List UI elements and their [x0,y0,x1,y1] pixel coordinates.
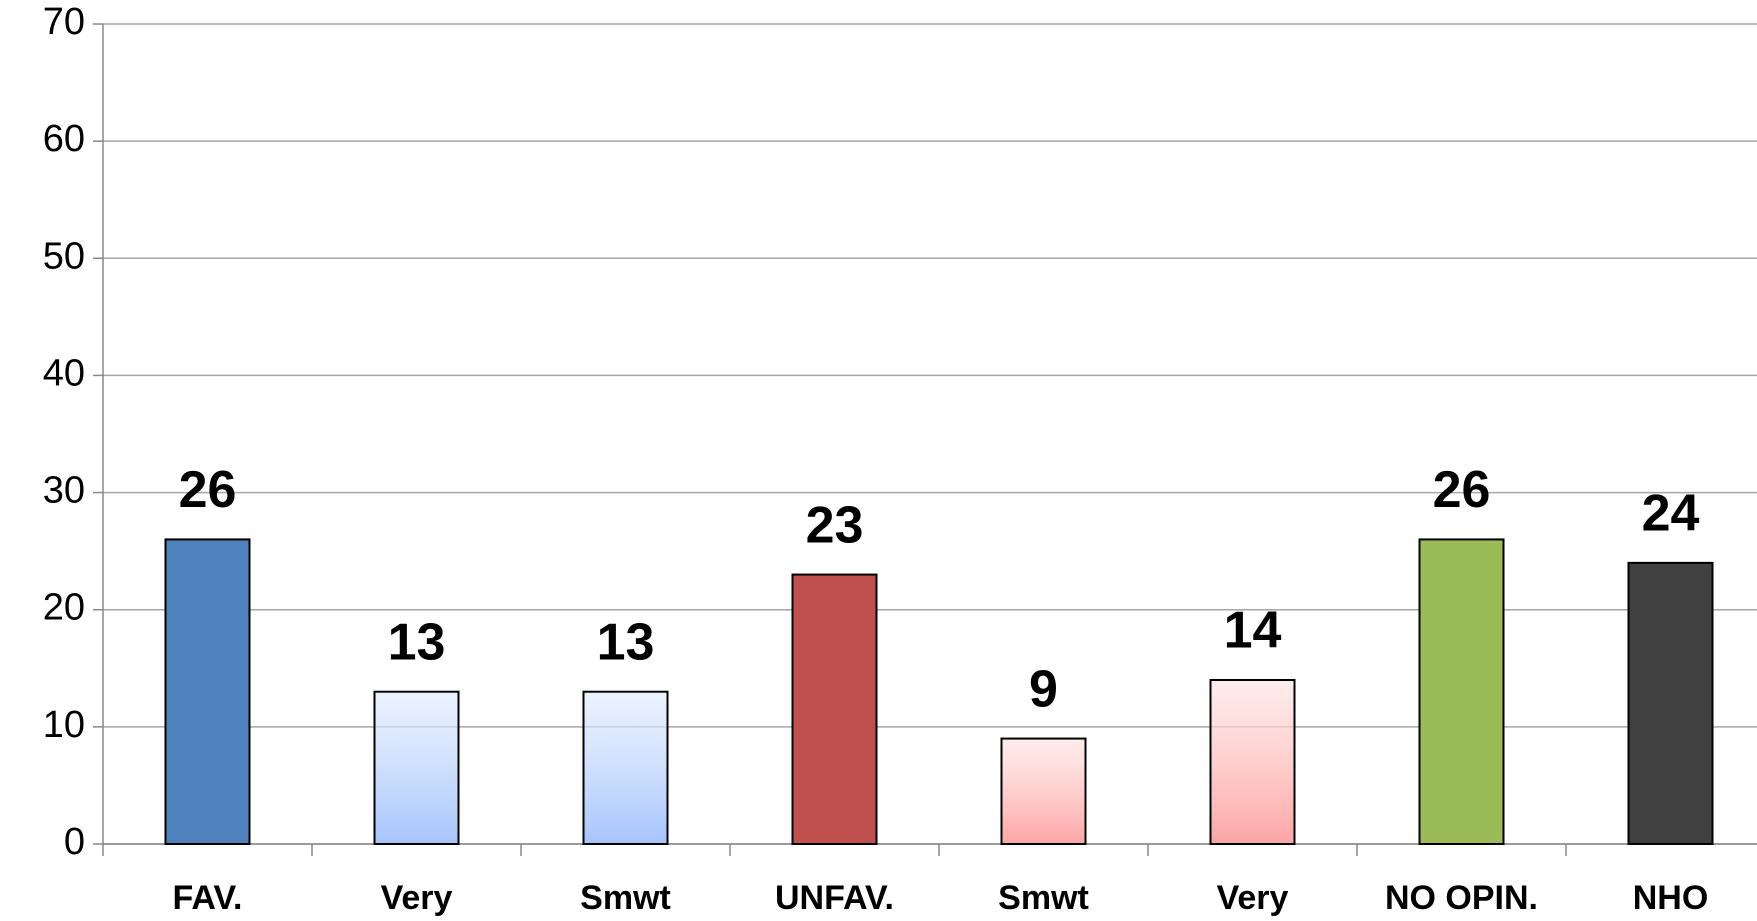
value-label: 13 [597,613,655,671]
bar [1209,679,1296,845]
value-label: 26 [1433,461,1491,519]
y-tick-label: 60 [43,118,85,160]
bar [1418,538,1505,846]
x-tick-label: Very [381,879,453,917]
bar [791,573,878,845]
bar [1000,737,1087,845]
bar [164,538,251,846]
y-tick-label: 50 [43,235,85,277]
y-tick-label: 70 [43,1,85,43]
bar [373,690,460,846]
bar [582,690,669,846]
x-tick-label: Very [1217,879,1289,917]
y-tick-label: 0 [64,821,85,863]
x-tick-label: NHO [1633,879,1709,917]
y-tick-label: 20 [43,587,85,629]
x-tick-label: Smwt [580,879,671,917]
y-tick-label: 10 [43,704,85,746]
x-tick-label: FAV. [173,879,243,917]
value-label: 9 [1029,660,1058,718]
value-label: 13 [388,613,446,671]
y-tick-label: 30 [43,470,85,512]
x-tick-label: NO OPIN. [1385,879,1538,917]
x-tick-label: Smwt [998,879,1089,917]
value-label: 26 [179,461,237,519]
value-label: 14 [1224,602,1282,660]
value-label: 24 [1642,485,1700,543]
bar [1627,561,1714,845]
y-tick-label: 40 [43,352,85,394]
value-label: 23 [806,496,864,554]
x-tick-label: UNFAV. [775,879,894,917]
